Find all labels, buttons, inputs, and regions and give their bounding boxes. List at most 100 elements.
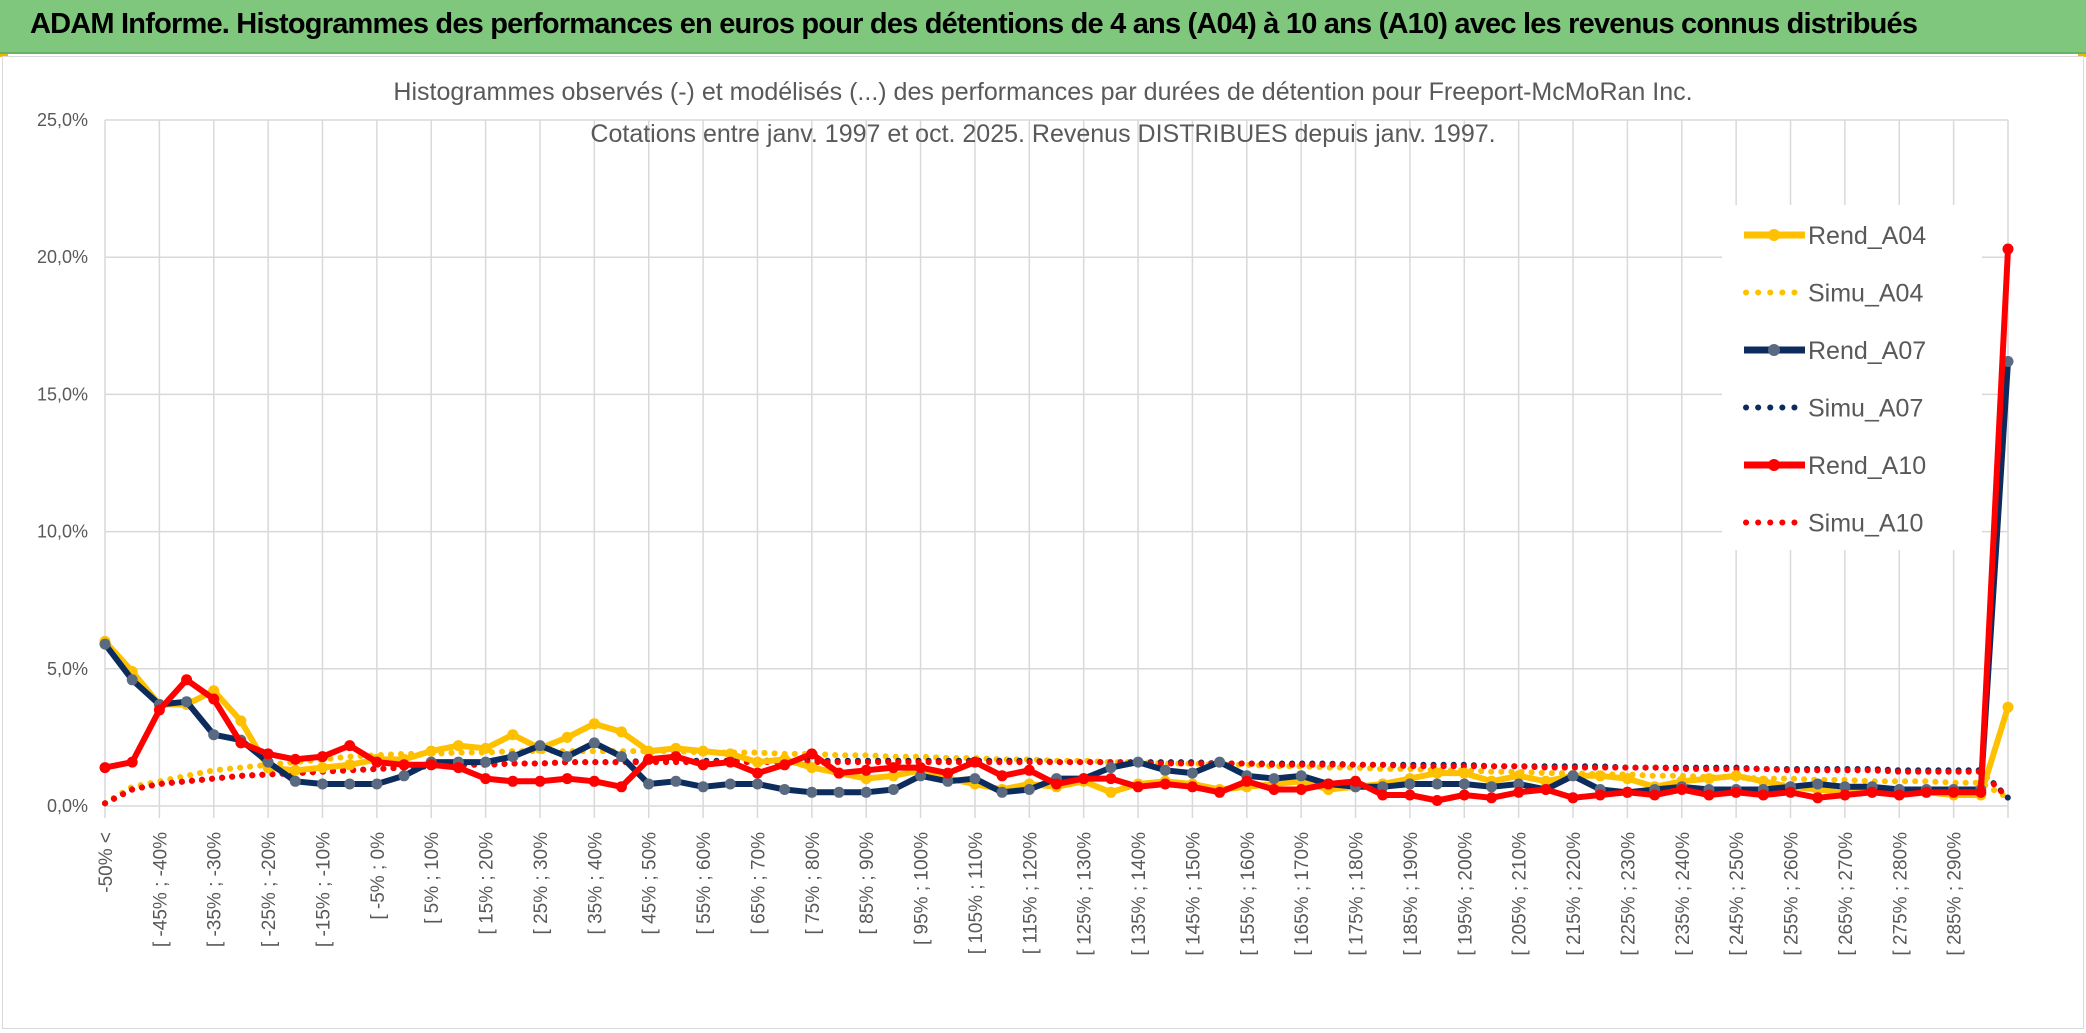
data-point [1377,781,1389,793]
data-point [1594,789,1606,801]
y-tick-label: 25,0% [37,110,88,130]
data-point [670,742,682,754]
x-tick-label: [ 245% ; 250% [1727,832,1748,956]
data-point [317,751,328,763]
x-tick-label: [ 105% ; 110% [966,832,987,954]
data-point [153,704,165,716]
x-tick-label: [ -5% ; 0% [368,832,389,920]
data-point [996,770,1008,782]
data-point [344,759,356,771]
x-axis: -50% < [ -45% ; -40% [ -35% ; -30% [ -25% ;… [96,832,1966,956]
data-point [1105,762,1117,774]
data-point [697,759,709,771]
data-point [1703,789,1715,801]
x-tick-label: [ 115% ; 120% [1020,832,1041,954]
data-point [643,745,655,757]
data-point [1186,781,1198,793]
data-point [1132,756,1144,768]
x-tick-label: [ 235% ; 240% [1673,832,1694,956]
data-point [181,674,193,686]
data-point [1159,778,1171,790]
data-point [2002,701,2014,713]
legend-label: Rend_A07 [1808,337,1926,365]
data-point [1730,770,1742,782]
x-tick-label: [ 165% ; 170% [1292,832,1313,956]
x-tick-label: [ 285% ; 290% [1945,832,1966,956]
data-point [1458,789,1470,801]
data-point [1268,784,1280,795]
data-point [1540,784,1552,795]
data-point [1486,792,1497,804]
series-line [102,639,2011,798]
data-point [1431,778,1443,790]
legend-item-Simu_A07: Simu_A07 [1743,395,1923,423]
frame-corner-marker [0,54,8,57]
data-point [235,737,247,749]
data-point [670,775,682,787]
data-point [1458,778,1470,790]
x-tick-label: [ 225% ; 230% [1618,832,1639,956]
data-point [561,751,573,763]
data-point [1621,773,1633,785]
data-point [452,762,464,774]
legend-item-Simu_A10: Simu_A10 [1743,510,1923,538]
data-point [317,778,328,790]
legend-marker [1768,344,1780,356]
data-point [1649,789,1661,801]
data-point [1377,789,1389,801]
x-tick-label: [ 95% ; 100% [912,832,933,945]
data-point [99,638,111,650]
legend-label: Rend_A10 [1808,452,1926,480]
chart-frame [2,56,2084,1029]
data-point [1023,764,1035,776]
x-tick-label: [ 135% ; 140% [1129,832,1150,956]
data-point [643,753,655,765]
data-point [1404,778,1416,790]
data-point [1404,789,1416,801]
data-point [1078,773,1090,785]
data-point [425,745,437,757]
data-point [1866,786,1878,798]
data-point [724,748,736,760]
data-point [398,759,410,771]
data-point [480,756,492,768]
data-point [1105,786,1117,798]
legend-box [1722,205,1982,550]
data-point [1132,781,1144,793]
x-tick-label: [ 255% ; 260% [1782,832,1803,956]
data-point [887,784,899,795]
frame-corner-marker [2078,54,2086,57]
data-point [1567,792,1579,804]
data-point [235,715,247,727]
data-point [371,778,383,790]
data-point [806,786,818,798]
data-point [1486,781,1497,793]
data-point [752,756,763,768]
data-point [1948,786,1960,798]
data-point [724,756,736,768]
data-point [2002,243,2014,255]
data-point [1295,784,1307,795]
legend-label: Rend_A04 [1808,222,1926,250]
data-point [942,775,954,787]
series-lines [99,243,2014,807]
x-tick-label: [ 15% ; 20% [477,832,498,935]
data-point [833,767,845,779]
data-point [697,745,709,757]
data-point [126,756,138,768]
x-tick-label: [ -35% ; -30% [205,832,226,947]
data-point [1023,784,1035,795]
data-point [1322,778,1334,790]
data-point [507,729,519,741]
x-tick-label: [ 175% ; 180% [1347,832,1368,956]
legend-item-Rend_A10: Rend_A10 [1744,452,1926,480]
data-point [779,759,791,771]
data-point [616,751,627,763]
data-point [1621,786,1633,798]
data-point [1513,786,1525,798]
data-point [480,773,492,785]
data-point [588,737,600,749]
data-point [697,781,709,793]
data-point [1458,767,1470,779]
legend-label: Simu_A07 [1808,395,1923,423]
